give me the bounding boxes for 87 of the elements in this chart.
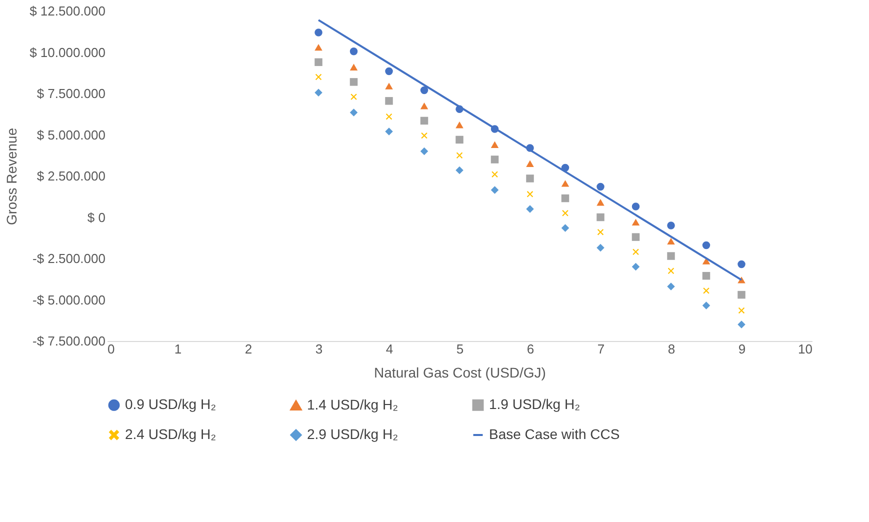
point bbox=[350, 64, 358, 70]
y-tick-label: $ 2.500.000 bbox=[36, 168, 106, 184]
point bbox=[526, 174, 534, 182]
y-tick-label: -$ 7.500.000 bbox=[32, 334, 106, 348]
point bbox=[456, 166, 464, 174]
point bbox=[420, 102, 428, 110]
point bbox=[314, 88, 322, 97]
point bbox=[597, 229, 604, 236]
point bbox=[561, 194, 570, 202]
point bbox=[632, 248, 639, 255]
point bbox=[632, 262, 640, 271]
point bbox=[562, 210, 568, 216]
y-tick-label: -$ 2.500.000 bbox=[32, 251, 106, 266]
legend-label: 2.9 USD/kg H₂ bbox=[307, 426, 398, 442]
point bbox=[632, 202, 640, 210]
legend-label: 1.4 USD/kg H₂ bbox=[307, 396, 398, 412]
point bbox=[526, 191, 534, 198]
y-tick-label: $ 10.000.000 bbox=[30, 44, 106, 60]
y-tick-label: $ 0 bbox=[87, 210, 106, 225]
x-tick-label: 10 bbox=[798, 342, 812, 356]
x-tick-label: 7 bbox=[597, 342, 605, 356]
y-tick-label: -$ 5.000.000 bbox=[32, 292, 106, 308]
point bbox=[561, 180, 570, 187]
point bbox=[526, 205, 534, 213]
point bbox=[314, 28, 322, 36]
point bbox=[420, 86, 428, 94]
point bbox=[738, 320, 746, 328]
point bbox=[350, 94, 357, 100]
legend-label: 0.9 USD/kg H₂ bbox=[125, 396, 216, 412]
point bbox=[667, 238, 675, 245]
point bbox=[386, 114, 392, 120]
x-tick-label: 9 bbox=[738, 342, 746, 356]
x-tick-label: 0 bbox=[108, 342, 115, 356]
point bbox=[315, 74, 322, 80]
point bbox=[492, 171, 498, 178]
point bbox=[667, 282, 675, 290]
point bbox=[314, 44, 322, 51]
point bbox=[738, 290, 746, 299]
x-tick-label: 4 bbox=[386, 342, 394, 356]
x-tick-label: 6 bbox=[526, 342, 534, 356]
legend-label: Base Case with CCS bbox=[489, 426, 620, 442]
y-axis-title: Gross Revenue bbox=[4, 128, 20, 226]
point bbox=[456, 152, 463, 158]
point bbox=[596, 199, 604, 206]
point bbox=[385, 128, 393, 136]
y-tick-label: $ 7.500.000 bbox=[36, 86, 106, 101]
point bbox=[738, 307, 745, 314]
point bbox=[421, 132, 428, 139]
point bbox=[456, 136, 464, 144]
point bbox=[668, 268, 674, 274]
point bbox=[526, 160, 534, 167]
point bbox=[596, 182, 604, 191]
point bbox=[703, 288, 710, 294]
point bbox=[561, 224, 570, 232]
point bbox=[420, 147, 428, 156]
point bbox=[420, 116, 428, 125]
point bbox=[350, 48, 358, 56]
x-tick-label: 1 bbox=[174, 342, 182, 356]
x-tick-label: 2 bbox=[244, 342, 252, 356]
point bbox=[702, 272, 710, 280]
x-axis-title: Natural Gas Cost (USD/GJ) bbox=[374, 364, 546, 380]
x-tick-label: 8 bbox=[668, 342, 676, 356]
y-tick-label: $ 12.500.000 bbox=[30, 4, 106, 18]
point bbox=[385, 82, 393, 90]
point bbox=[632, 233, 640, 241]
point bbox=[702, 302, 710, 310]
point bbox=[667, 252, 675, 260]
legend-label: 2.4 USD/kg H₂ bbox=[125, 426, 216, 442]
point bbox=[596, 244, 604, 252]
point bbox=[314, 58, 322, 66]
point bbox=[490, 186, 499, 194]
point bbox=[385, 97, 393, 105]
point bbox=[456, 121, 464, 128]
point bbox=[632, 218, 640, 226]
y-tick-label: $ 5.000.000 bbox=[36, 127, 106, 142]
point bbox=[702, 241, 710, 250]
point bbox=[490, 141, 499, 148]
point bbox=[385, 67, 393, 76]
point bbox=[350, 108, 358, 116]
point bbox=[350, 78, 358, 86]
point bbox=[667, 222, 675, 230]
point bbox=[596, 213, 604, 222]
point bbox=[738, 260, 746, 268]
point bbox=[490, 156, 499, 164]
x-tick-label: 5 bbox=[456, 342, 464, 356]
legend-label: 1.9 USD/kg H₂ bbox=[489, 396, 580, 412]
x-tick-label: 3 bbox=[315, 342, 323, 356]
